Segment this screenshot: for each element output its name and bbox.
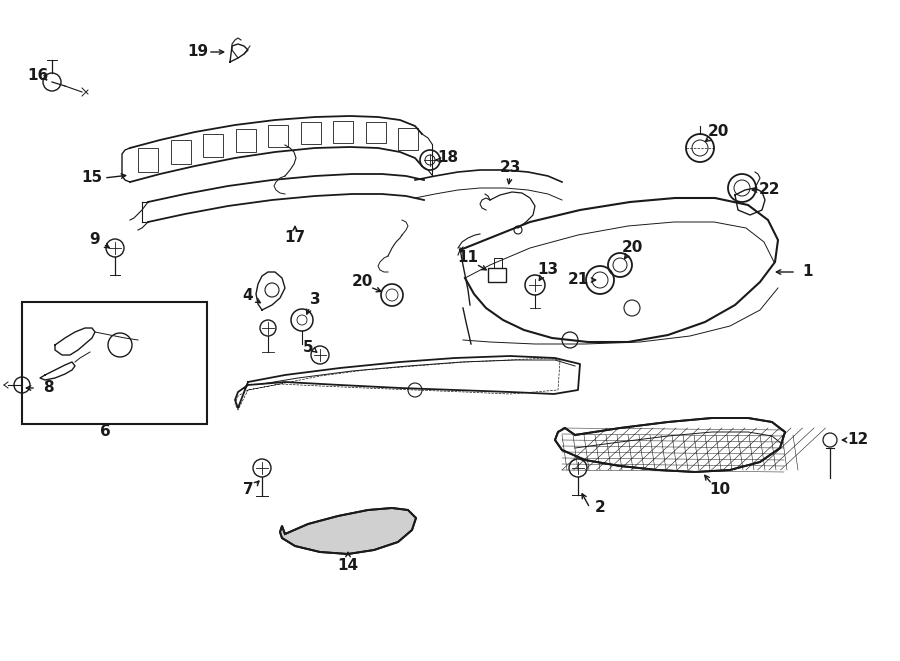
Bar	[301, 122, 320, 144]
Text: 9: 9	[90, 233, 100, 247]
Polygon shape	[555, 418, 785, 472]
Text: 7: 7	[243, 483, 253, 498]
Text: 2: 2	[595, 500, 606, 516]
Text: 20: 20	[707, 124, 729, 139]
Bar	[488, 268, 506, 282]
Text: 10: 10	[709, 483, 731, 498]
Text: 18: 18	[437, 151, 459, 165]
Bar	[203, 134, 223, 157]
Text: 8: 8	[42, 381, 53, 395]
Text: 6: 6	[100, 424, 111, 440]
Bar	[365, 122, 385, 143]
Bar	[22, 302, 207, 424]
Text: 20: 20	[621, 241, 643, 256]
Text: 5: 5	[302, 340, 313, 356]
Text: 13: 13	[537, 262, 559, 278]
Bar	[398, 128, 418, 151]
Text: 15: 15	[81, 171, 103, 186]
Text: 17: 17	[284, 231, 306, 245]
Text: 14: 14	[338, 559, 358, 574]
Text: 12: 12	[848, 432, 868, 447]
Text: 1: 1	[803, 264, 814, 280]
Bar	[236, 129, 256, 151]
Bar	[268, 124, 288, 147]
Text: 22: 22	[760, 182, 781, 198]
Bar	[138, 148, 158, 172]
Text: 16: 16	[27, 67, 49, 83]
Bar	[333, 121, 353, 143]
Text: 19: 19	[187, 44, 209, 59]
Text: 23: 23	[500, 161, 521, 176]
Polygon shape	[280, 508, 416, 554]
Circle shape	[823, 433, 837, 447]
Text: 4: 4	[243, 288, 253, 303]
Bar	[170, 140, 191, 164]
Text: 3: 3	[310, 293, 320, 307]
Text: 20: 20	[351, 274, 373, 290]
Text: 21: 21	[567, 272, 589, 288]
Text: 11: 11	[457, 251, 479, 266]
